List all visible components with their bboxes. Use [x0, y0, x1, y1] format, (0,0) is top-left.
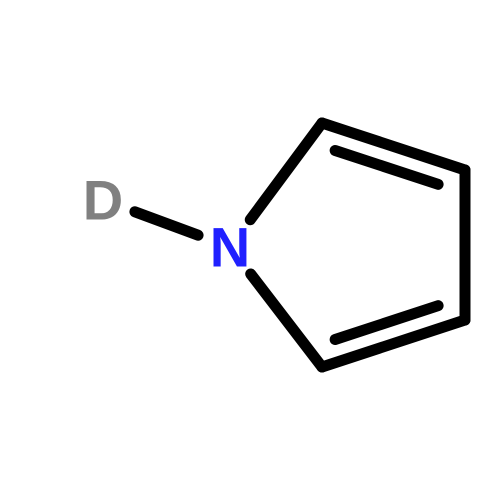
atom-label-d: D [83, 169, 123, 232]
bond [250, 123, 322, 220]
bond [135, 212, 198, 235]
molecule-diagram: ND [0, 0, 500, 500]
bond [251, 274, 322, 367]
atom-label-n: N [210, 216, 250, 279]
bond [322, 123, 465, 170]
bond [322, 320, 465, 367]
